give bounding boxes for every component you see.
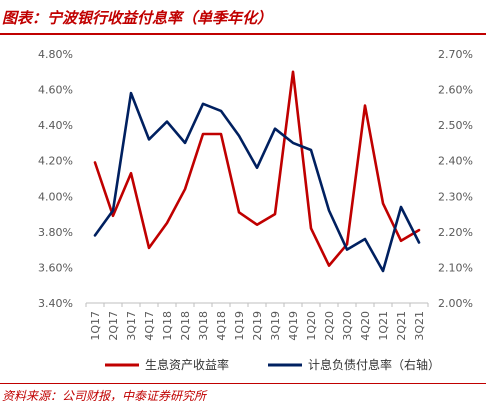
x-axis-tick-label: 1Q21 xyxy=(377,311,390,341)
x-axis-ticks: 1Q17 2Q17 3Q17 4Q17 1Q18 2Q18 3Q18 4Q18 1Q19 2Q19… xyxy=(89,311,426,341)
chart-axes xyxy=(85,302,429,307)
x-axis-tick-label: 4Q18 xyxy=(215,311,228,341)
x-axis-tick-label: 2Q20 xyxy=(323,311,336,341)
x-axis-tick-label: 4Q17 xyxy=(143,311,156,341)
x-axis-tick-label: 1Q19 xyxy=(233,311,246,341)
right-axis-tick-label: 2.30% xyxy=(438,190,473,203)
left-axis-ticks: 3.40% 3.60% 3.80% 4.00% 4.20% 4.40% 4.60% 4.80% xyxy=(38,48,73,310)
left-axis-tick-label: 3.60% xyxy=(38,261,73,274)
legend: 生息资产收益率 计息负债付息率（右轴） xyxy=(105,357,440,372)
left-axis-tick-label: 4.80% xyxy=(38,48,73,61)
x-axis-tick-label: 3Q21 xyxy=(413,311,426,341)
right-axis-tick-label: 2.20% xyxy=(438,226,473,239)
right-axis-ticks: 2.00% 2.10% 2.20% 2.30% 2.40% 2.50% 2.60% 2.70% xyxy=(438,48,473,310)
right-axis-tick-label: 2.00% xyxy=(438,297,473,310)
right-axis-tick-label: 2.60% xyxy=(438,84,473,97)
x-axis-tick-label: 3Q18 xyxy=(197,311,210,341)
series-line-asset-yield xyxy=(93,70,421,267)
left-axis-tick-label: 4.40% xyxy=(38,119,73,132)
x-axis-tick-label: 2Q17 xyxy=(107,311,120,341)
x-axis-tick-label: 4Q19 xyxy=(287,311,300,341)
right-axis-tick-label: 2.70% xyxy=(438,48,473,61)
left-axis-tick-label: 3.80% xyxy=(38,226,73,239)
x-axis-tick-label: 1Q20 xyxy=(305,311,318,341)
series-line-liability-cost xyxy=(93,91,421,273)
chart-title: 图表：宁波银行收益付息率（单季年化） xyxy=(2,9,273,27)
right-axis-tick-label: 2.10% xyxy=(438,261,473,274)
left-axis-tick-label: 3.40% xyxy=(38,297,73,310)
x-axis-tick-label: 3Q20 xyxy=(341,311,354,341)
x-axis-tick-label: 2Q18 xyxy=(179,311,192,341)
x-axis-tick-label: 3Q19 xyxy=(269,311,282,341)
footer-divider xyxy=(0,383,486,384)
x-axis-tick-label: 4Q20 xyxy=(359,311,372,341)
x-axis-tick-label: 3Q17 xyxy=(125,311,138,341)
left-axis-tick-label: 4.00% xyxy=(38,190,73,203)
left-axis-tick-label: 4.20% xyxy=(38,155,73,168)
series-lines xyxy=(93,70,421,273)
left-axis-tick-label: 4.60% xyxy=(38,84,73,97)
x-axis-tick-label: 1Q18 xyxy=(161,311,174,341)
legend-label-asset-yield: 生息资产收益率 xyxy=(145,357,229,372)
right-axis-tick-label: 2.50% xyxy=(438,119,473,132)
x-axis-tick-label: 2Q21 xyxy=(395,311,408,341)
x-axis-tick-label: 2Q19 xyxy=(251,311,264,341)
source-note: 资料来源：公司财报，中泰证券研究所 xyxy=(2,389,207,403)
x-axis-tick-label: 1Q17 xyxy=(89,311,102,341)
right-axis-tick-label: 2.40% xyxy=(438,155,473,168)
legend-label-liability-cost: 计息负债付息率（右轴） xyxy=(308,357,440,372)
title-divider xyxy=(0,33,486,35)
